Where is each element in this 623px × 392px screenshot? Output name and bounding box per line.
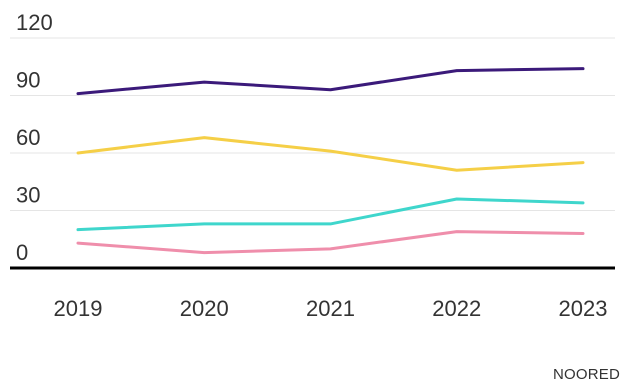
grid	[10, 37, 615, 211]
y-tick-label: 30	[16, 183, 40, 208]
y-tick-label: 120	[16, 10, 53, 35]
series-line-1	[76, 67, 585, 96]
x-tick-label: 2021	[306, 296, 355, 321]
series-line-4	[76, 230, 585, 255]
x-tick-label: 2019	[54, 296, 103, 321]
series-group	[76, 67, 585, 255]
x-axis-ticks: 2019 2020 2021 2022 2023	[54, 296, 608, 321]
series-line-2	[76, 136, 585, 172]
y-tick-label: 0	[16, 240, 28, 265]
x-tick-label: 2023	[559, 296, 608, 321]
x-tick-label: 2020	[180, 296, 229, 321]
y-axis-ticks: 0 30 60 90 120	[16, 10, 53, 265]
series-line-3	[76, 197, 585, 232]
x-tick-label: 2022	[432, 296, 481, 321]
source-label: NOORED	[552, 366, 620, 383]
y-tick-label: 60	[16, 125, 40, 150]
y-tick-label: 90	[16, 68, 40, 93]
